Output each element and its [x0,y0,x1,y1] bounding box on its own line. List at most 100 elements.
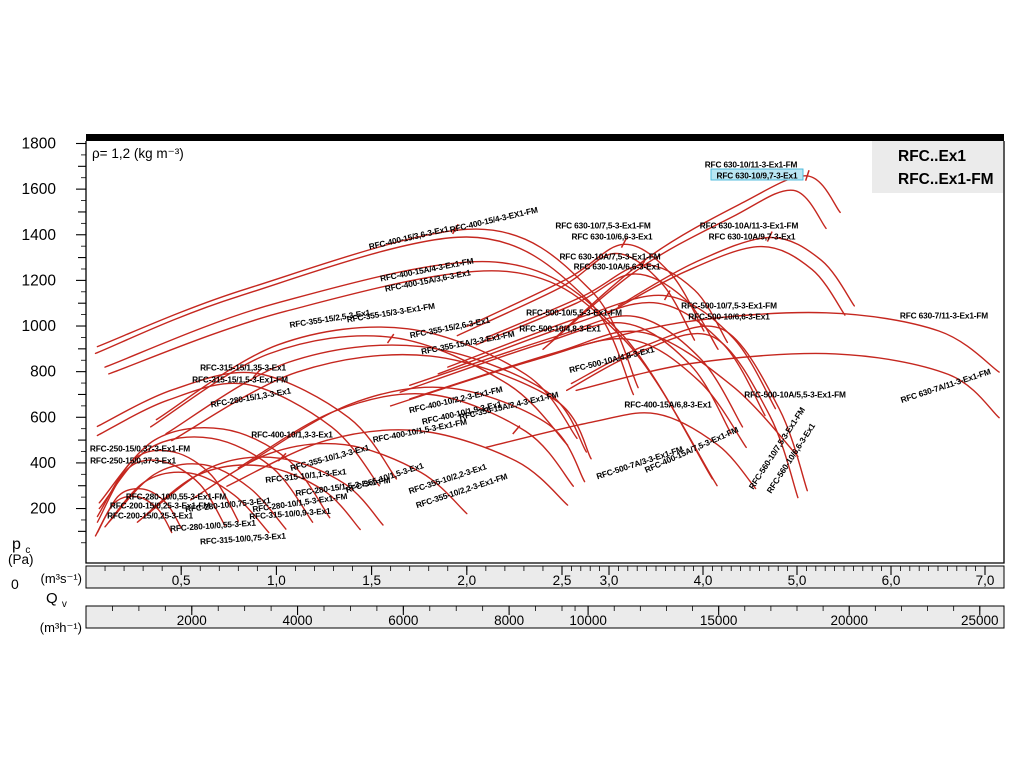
limit-tick [451,223,459,235]
flow-rate-symbol: Q v [46,590,67,610]
curve-label: RFC 630-10A/6,6-3-Ex1 [574,262,661,272]
svg-text:RFC 630-10/6,6-3-Ex1: RFC 630-10/6,6-3-Ex1 [572,232,653,242]
svg-text:RFC-500-10/5,5-3-Ex1-FM: RFC-500-10/5,5-3-Ex1-FM [526,308,622,318]
plot-frame [85,134,1005,564]
curve-label: RFC-355-15/3-3-Ex1-FM [346,301,436,325]
fan-curve: RFC-355-10/1,3-3-Ex1 [190,442,468,515]
y-tick-label: 200 [30,501,56,518]
y-tick-label: 400 [30,455,56,472]
svg-text:RFC-500-10/7,5-3-Ex1-FM: RFC-500-10/7,5-3-Ex1-FM [681,301,777,311]
q-symbol-main: Q [46,590,58,607]
y-tick-label: 1800 [22,136,57,153]
svg-text:RFC-400-15A/7,5-3-Ex1-FM: RFC-400-15A/7,5-3-Ex1-FM [643,424,740,475]
fan-curve: RFC 630-7A/11-3-Ex1-FM [575,352,1000,419]
fan-curve: RFC 630-7/11-3-Ex1-FM [566,311,1000,373]
curve-label: RFC 630-10A/9,7-3-Ex1 [709,232,796,242]
curve-label[interactable]: RFC 630-10/9,7-3-Ex1 [710,168,804,181]
fan-curve: RFC-560-10/7,5-3-Ex1-FM [570,325,808,492]
curve-label: RFC-250-15/0,37-3-Ex1 [90,456,177,466]
curve-label: RFC-500-10/6,6-3-Ex1 [688,312,770,322]
fan-curve: RFC-400-15/4-3-EX1-FM [96,228,639,389]
curve-label: RFC-400-15A/7,5-3-Ex1-FM [643,424,740,475]
fan-curve: RFC 630-10A/7,5-3-Ex1-FM [485,264,729,344]
x-tick-label: 7,0 [976,573,995,588]
legend-box: RFC..Ex1 RFC..Ex1-FM [872,141,1003,193]
x-tick-label: 2,5 [553,573,572,588]
curve-label: RFC-315-15/1,5-3-Ex1-FM [192,375,288,385]
fan-curve: RFC-280-15/1,5-3-Ex1-FM [98,427,331,519]
flow-scale-bars: 0,5 1,0 1,5 2,0 2,5 3,0 4,0 5,0 6,0 7,0 2000 4000 60… [85,565,1005,629]
x-tick-label: 6,0 [882,573,901,588]
y-symbol-sub: c [25,545,31,557]
label-selection-highlight [710,168,804,181]
fan-curve: RFC-500-10/6,6-3-Ex1 [437,301,766,417]
curve-label: RFC-280-15/1,3-3-Ex1 [210,385,292,409]
x-tick-label: 1,0 [267,573,286,588]
fan-curve: RFC-500-10/4,8-3-Ex1 [399,321,732,435]
curve-limit-ticks [253,169,810,462]
curve-label: RFC 630-10A/11-3-Ex1-FM [700,221,799,231]
fan-curve: RFC-400-15A/4-3-Ex1-FM [104,260,714,480]
curve-label: RFC-500-10/5,5-3-Ex1-FM [526,308,622,318]
x-tick-label: 4,0 [694,573,713,588]
y-tick-label: 1200 [22,272,57,289]
y-tick-label: 1600 [22,181,57,198]
svg-text:RFC-250-15/0,37-3-Ex1: RFC-250-15/0,37-3-Ex1 [90,456,176,466]
svg-text:RFC-500-10/4,8-3-Ex1: RFC-500-10/4,8-3-Ex1 [519,324,601,334]
x-tick-label: 5,0 [788,573,807,588]
svg-text:RFC-315-15/1,5-3-Ex1-FM: RFC-315-15/1,5-3-Ex1-FM [192,375,288,385]
curve-label: RFC-500-10A/5,5-3-Ex1-FM [744,390,846,400]
fan-curve: RFC-400-15A/3,6-3-Ex1 [108,270,718,487]
y-tick-label: 1400 [22,227,57,244]
curve-label: RFC-315-10/0,75-3-Ex1 [200,530,287,546]
limit-tick [620,237,628,248]
svg-text:RFC-400-10/1,3-3-Ex1: RFC-400-10/1,3-3-Ex1 [251,430,333,440]
limit-tick [512,425,521,435]
limit-tick [804,169,810,181]
svg-text:RFC-200-15/0,25-3-Ex1-FM: RFC-200-15/0,25-3-Ex1-FM [110,501,210,511]
svg-text:RFC-355-15/3-3-Ex1-FM: RFC-355-15/3-3-Ex1-FM [346,301,436,325]
fan-curve: RFC-500-7A/3-3-Ex1-FM [485,412,757,490]
fan-curve: RFC-500-10A/4,8-3-Ex1 [389,337,747,449]
y-axis-origin-label: 0 [11,576,19,592]
fan-curve: RFC 630-10/11-3-Ex1-FM [551,175,841,341]
svg-text:RFC 630-10/7,5-3-Ex1-FM: RFC 630-10/7,5-3-Ex1-FM [555,221,650,231]
limit-tick [766,231,773,242]
x-tick-label: 3,0 [600,573,619,588]
fan-curve: RFC 630-10A/9,7-3-Ex1 [608,245,846,316]
fan-curve: RFC-200-15/0,25-3-Ex1 [94,495,173,537]
fan-curve: RFC-315-10/0,9-3-Ex1 [136,464,361,531]
svg-text:RFC 630-10/11-3-Ex1-FM: RFC 630-10/11-3-Ex1-FM [705,160,798,170]
top-border-bar [86,134,1004,141]
svg-text:RFC-500-10A/5,5-3-Ex1-FM: RFC-500-10A/5,5-3-Ex1-FM [744,390,846,400]
limit-tick [277,452,287,462]
curve-label: RFC 630-7A/11-3-Ex1-FM [899,366,992,405]
fan-curve: RFC-400-10/2,2-3-Ex1-FM [247,386,586,483]
fan-curve: RFC-355-15A/2,6-3-Ex1 [165,344,588,453]
curve-label: RFC-250-15/0,37-3-Ex1-FM [90,444,191,454]
x-tick-label: 4000 [283,613,313,628]
x-tick-label: 6000 [388,613,418,628]
fan-curve: RFC-355-15/3-3-Ex1-FM [155,326,578,439]
curve-label: RFC 630-7/11-3-Ex1-FM [900,311,989,321]
fan-curve: RFC-355-15/2,5-3-Ex1 [150,335,569,446]
x-tick-label: 1,5 [362,573,381,588]
x-tick-label: 20000 [830,613,868,628]
svg-text:RFC 630-10A/7,5-3-Ex1-FM: RFC 630-10A/7,5-3-Ex1-FM [559,252,660,262]
svg-text:RFC 630-10A/6,6-3-Ex1: RFC 630-10A/6,6-3-Ex1 [574,262,661,272]
y-tick-label: 1000 [22,318,57,335]
svg-text:RFC-315-15/1,35-3-Ex1: RFC-315-15/1,35-3-Ex1 [200,363,286,373]
curve-label: RFC 630-10A/7,5-3-Ex1-FM [559,252,660,262]
fan-curve: RFC-280-15/1,3-3-Ex1 [98,436,314,523]
x-axis-unit-m3h: (m³h⁻¹) [39,620,82,635]
curve-label: RFC-500-10/4,8-3-Ex1 [519,324,601,334]
curve-label: RFC-400-15A/6,8-3-Ex1 [624,400,712,410]
y-axis-symbol: p c [12,536,30,556]
limit-tick [663,290,671,301]
curve-label: RFC 630-10/11-3-Ex1-FM [705,160,798,170]
fan-curve: RFC-560-10/6,6-3-Ex1 [566,332,799,499]
axis-ticks: 200 400 600 800 1000 1200 1400 1600 1800 [22,136,86,544]
svg-text:RFC-315-10/0,75-3-Ex1: RFC-315-10/0,75-3-Ex1 [200,530,287,546]
